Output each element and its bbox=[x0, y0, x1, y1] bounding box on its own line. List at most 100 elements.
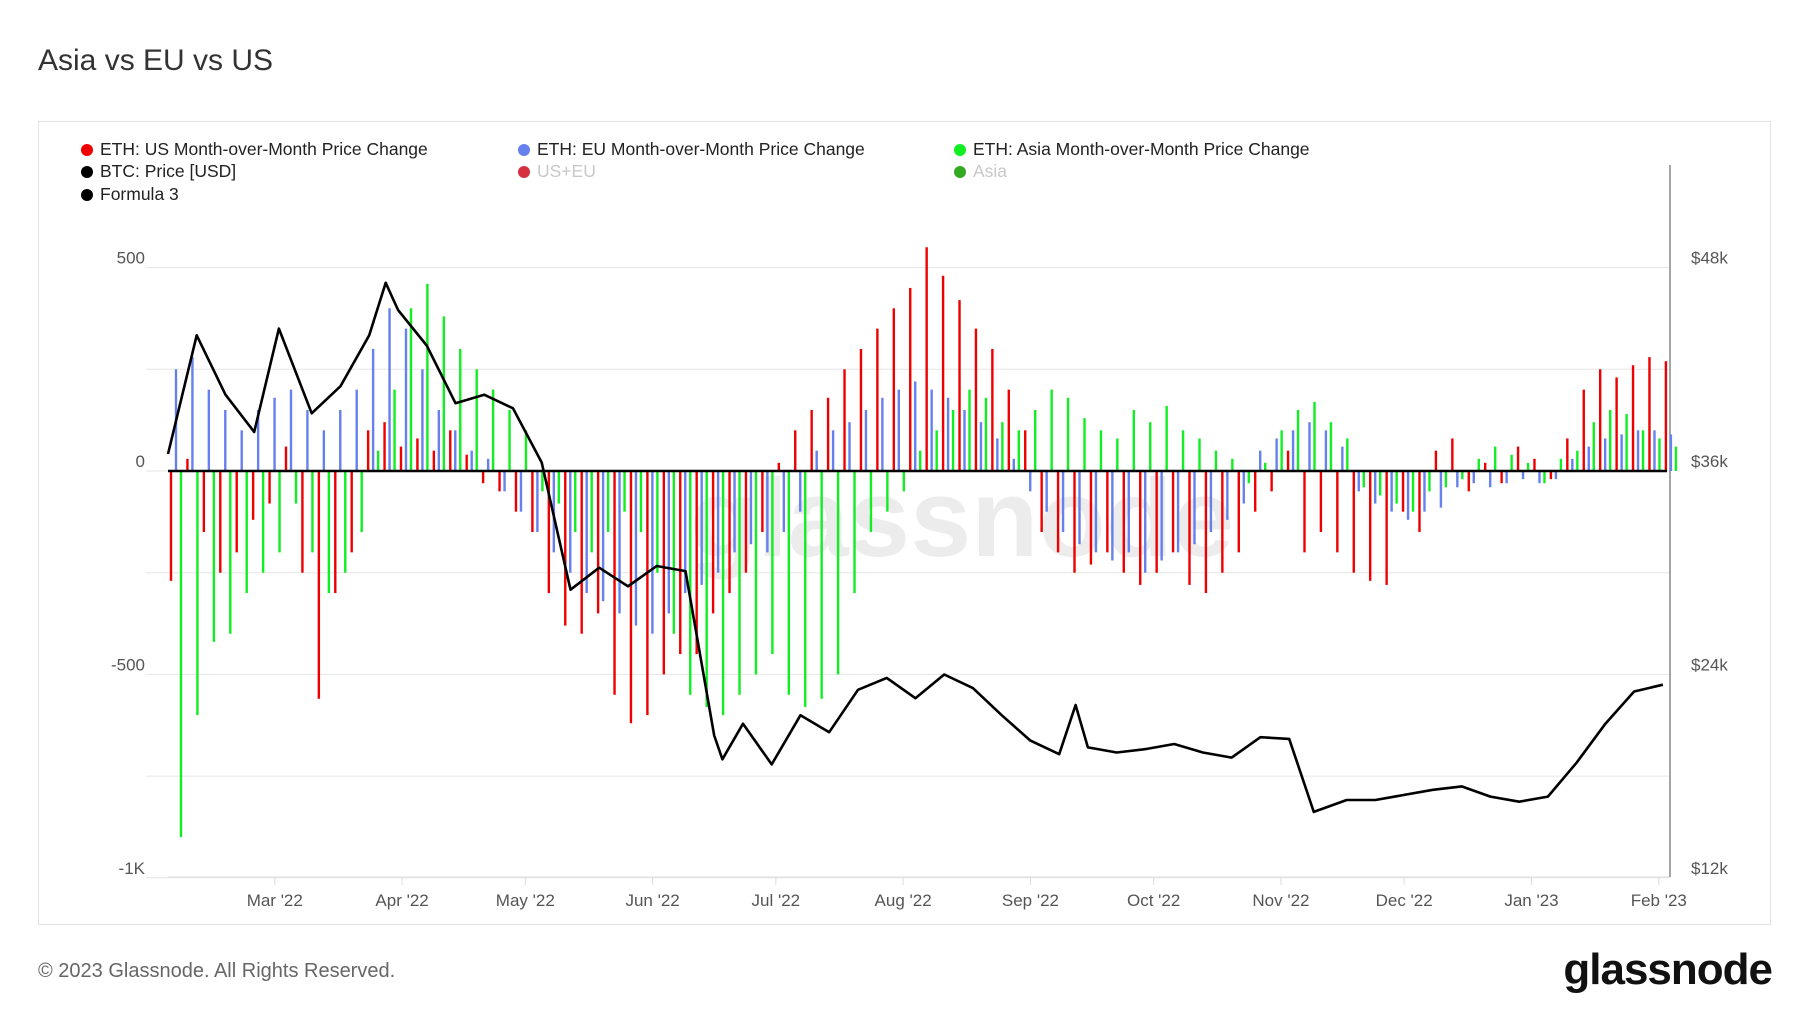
bar-eu bbox=[651, 471, 654, 634]
bar-us bbox=[711, 471, 715, 614]
legend-item-asia[interactable]: ETH: Asia Month-over-Month Price Change bbox=[954, 139, 1310, 160]
bar-us bbox=[1204, 471, 1208, 594]
bar-us bbox=[1188, 471, 1191, 585]
bar-us bbox=[1582, 389, 1585, 471]
bar-asia bbox=[294, 471, 298, 504]
bar-asia bbox=[409, 308, 413, 471]
bar-eu bbox=[1012, 458, 1015, 471]
bar-eu bbox=[191, 357, 194, 471]
legend-item-asia-formula[interactable]: Asia bbox=[954, 161, 1007, 182]
bar-us bbox=[1073, 471, 1076, 573]
bar-eu bbox=[1538, 471, 1541, 484]
bar-eu bbox=[864, 409, 868, 471]
bar-eu bbox=[1374, 471, 1377, 504]
bar-eu bbox=[684, 471, 687, 594]
bar-us bbox=[169, 471, 173, 581]
bar-eu bbox=[355, 389, 358, 471]
bar-asia bbox=[1264, 462, 1267, 471]
bar-asia bbox=[1493, 446, 1497, 471]
bar-asia bbox=[1592, 422, 1595, 471]
bar-us bbox=[679, 471, 682, 655]
bar-eu bbox=[1423, 471, 1426, 512]
bar-eu bbox=[1291, 430, 1295, 471]
bar-us bbox=[1270, 471, 1273, 492]
bar-eu bbox=[1127, 471, 1130, 553]
bar-us bbox=[514, 471, 518, 512]
bar-us bbox=[1171, 471, 1175, 553]
bar-eu bbox=[421, 369, 424, 471]
bar-us bbox=[876, 328, 879, 471]
bar-asia bbox=[229, 471, 232, 634]
bar-us bbox=[1516, 446, 1520, 471]
bar-eu bbox=[1176, 471, 1180, 553]
bar-us bbox=[728, 471, 731, 594]
bar-us bbox=[580, 471, 583, 634]
x-axis-tick-label: Oct '22 bbox=[1127, 891, 1180, 910]
bar-us bbox=[925, 247, 928, 471]
bar-asia bbox=[1149, 422, 1152, 471]
x-axis-tick-label: Sep '22 bbox=[1002, 891, 1059, 910]
bar-us bbox=[1401, 471, 1405, 512]
bar-us bbox=[1451, 438, 1454, 471]
bar-asia bbox=[1247, 471, 1250, 484]
legend-dot-icon bbox=[954, 165, 966, 178]
bar-us bbox=[941, 275, 945, 471]
bar-eu bbox=[569, 471, 572, 573]
bar-asia bbox=[212, 471, 216, 642]
bar-asia bbox=[935, 430, 938, 471]
legend-item-btc-price[interactable]: BTC: Price [USD] bbox=[81, 161, 236, 182]
legend-item-eu[interactable]: ETH: EU Month-over-Month Price Change bbox=[518, 139, 865, 160]
bar-us bbox=[1007, 389, 1010, 471]
bar-asia bbox=[1658, 438, 1661, 471]
bar-asia bbox=[376, 450, 380, 471]
bar-us bbox=[531, 471, 534, 533]
bar-eu bbox=[1061, 471, 1065, 533]
bar-us bbox=[794, 430, 797, 471]
bar-us bbox=[1024, 430, 1027, 471]
bar-us bbox=[613, 471, 616, 695]
legend-item-formula-3[interactable]: Formula 3 bbox=[81, 184, 179, 205]
bar-us bbox=[662, 471, 666, 675]
bar-asia bbox=[196, 471, 199, 716]
bar-asia bbox=[393, 389, 396, 471]
bar-asia bbox=[1444, 471, 1448, 488]
bar-asia bbox=[984, 397, 988, 471]
bar-us bbox=[547, 471, 551, 594]
bar-us bbox=[1598, 369, 1602, 471]
bar-us bbox=[481, 471, 485, 484]
bar-eu bbox=[519, 471, 523, 512]
bar-us bbox=[465, 454, 468, 471]
x-axis-tick-label: Jan '23 bbox=[1504, 891, 1558, 910]
bar-eu bbox=[897, 389, 901, 471]
bar-eu bbox=[766, 471, 769, 553]
bar-eu bbox=[1653, 430, 1656, 471]
bar-asia bbox=[1214, 450, 1218, 471]
bar-eu bbox=[256, 409, 260, 471]
bar-asia bbox=[459, 348, 462, 471]
bar-asia bbox=[1526, 462, 1530, 471]
bar-us bbox=[1237, 471, 1240, 553]
bar-eu bbox=[782, 471, 786, 533]
bar-asia bbox=[1116, 438, 1119, 471]
bar-asia bbox=[1510, 454, 1513, 471]
bar-eu bbox=[667, 471, 671, 614]
bar-asia bbox=[656, 471, 659, 573]
legend-item-us[interactable]: ETH: US Month-over-Month Price Change bbox=[81, 139, 428, 160]
bar-eu bbox=[503, 471, 506, 492]
legend-dot-icon bbox=[81, 188, 93, 201]
bar-us bbox=[1336, 471, 1339, 553]
bar-asia bbox=[623, 471, 626, 512]
left-axis-tick-label: -500 bbox=[111, 655, 145, 674]
legend-dot-icon bbox=[954, 143, 966, 156]
bar-eu bbox=[437, 409, 441, 471]
bar-us bbox=[268, 471, 271, 504]
bar-eu bbox=[240, 430, 243, 471]
bar-eu bbox=[1521, 471, 1525, 480]
legend-item-us-eu[interactable]: US+EU bbox=[518, 161, 596, 182]
bar-asia bbox=[886, 471, 889, 512]
watermark: glassnode bbox=[690, 457, 1235, 580]
bar-eu bbox=[273, 397, 276, 471]
bar-us bbox=[383, 422, 386, 471]
bar-asia bbox=[508, 409, 511, 471]
